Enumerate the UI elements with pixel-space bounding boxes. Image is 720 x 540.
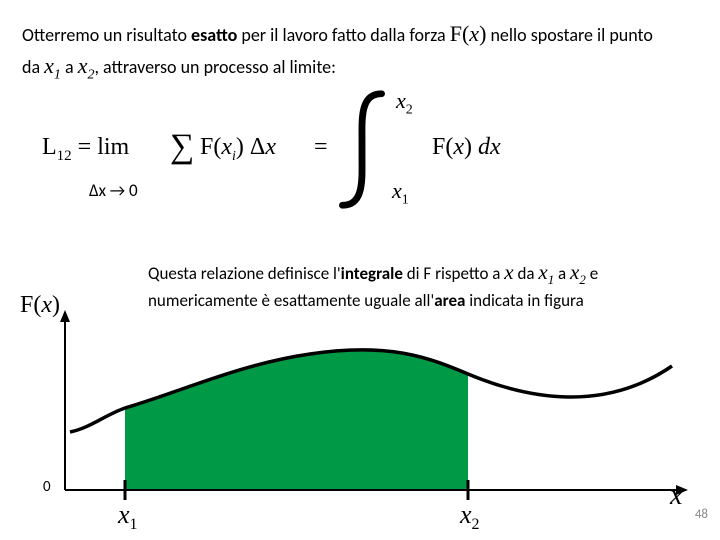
text: Otterremo un risultato — [22, 24, 191, 46]
sigma-symbol: ∑ — [170, 128, 194, 166]
x1-symbol: x1 — [44, 53, 61, 78]
integral-graph — [60, 310, 700, 510]
eq-limit-sub: Δx → 0 — [89, 180, 138, 201]
text: da — [22, 56, 44, 78]
integral-lower-limit: x1 — [392, 178, 409, 208]
explanation-line-2: numericamente è esattamente uguale all'a… — [148, 290, 698, 311]
integrand: F(x) dx — [432, 134, 501, 161]
text: , attraverso un processo al limite: — [94, 56, 335, 78]
text-bold: esatto — [191, 24, 241, 46]
intro-paragraph: Otterremo un risultato esatto per il lav… — [22, 18, 698, 86]
text: nello spostare il punto — [486, 24, 653, 46]
x2-symbol: x2 — [78, 53, 95, 78]
sum-argument: F(xi) Δx — [200, 134, 276, 165]
integral-symbol: x2 x1 — [332, 82, 402, 212]
eq-lhs: L12 = lim — [42, 134, 129, 165]
explanation-line-1: Questa relazione definisce l'integrale d… — [148, 260, 698, 288]
origin-label: 0 — [43, 478, 51, 496]
equals-sign: = — [314, 134, 328, 161]
text: per il lavoro fatto dalla forza — [241, 24, 449, 46]
equation-block: L12 = lim Δx → 0 ∑ F(xi) Δx = x2 x1 F(x)… — [22, 90, 698, 220]
text: a — [61, 56, 78, 78]
integral-upper-limit: x2 — [396, 88, 413, 118]
fx-symbol: F(x) — [450, 21, 487, 46]
y-axis-label: F(x) — [20, 292, 60, 319]
